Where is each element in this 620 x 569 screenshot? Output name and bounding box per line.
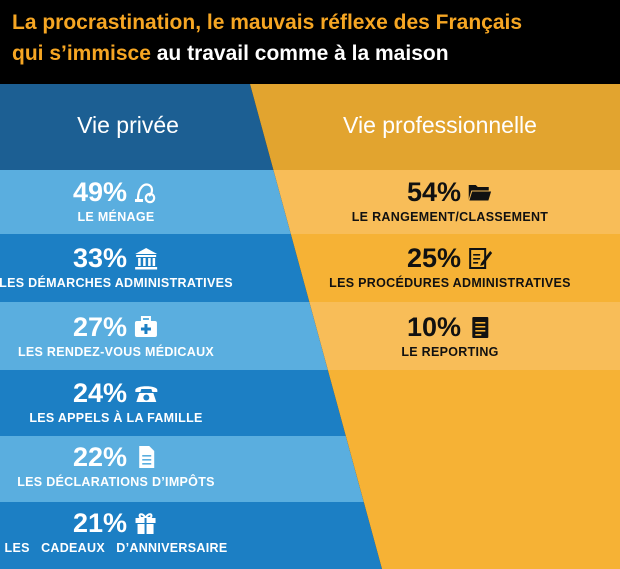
professional-item-3: 10% LE REPORTING xyxy=(401,312,498,359)
item-label: LES CADEAUX D’ANNIVERSAIRE xyxy=(4,541,228,555)
folder-icon xyxy=(467,179,493,205)
band-6-left xyxy=(0,502,382,569)
item-label: LES DÉCLARATIONS D’IMPÔTS xyxy=(17,475,215,489)
item-label: LE REPORTING xyxy=(401,345,499,359)
value-row: 10% xyxy=(401,312,498,342)
title-line-1: La procrastination, le mauvais réflexe d… xyxy=(12,11,523,34)
title-highlight: qui s’immisce xyxy=(12,42,151,65)
professional-item-1: 54% LE RANGEMENT/CLASSEMENT xyxy=(352,177,549,224)
header-band-right xyxy=(250,84,620,170)
band-5-right xyxy=(345,436,620,502)
value-row: 21% xyxy=(5,508,228,538)
bank-icon xyxy=(133,245,159,271)
right-column-title: Vie professionnelle xyxy=(343,112,537,138)
vacuum-icon xyxy=(133,179,159,205)
value-row: 25% xyxy=(329,243,571,273)
percentage-value: 25% xyxy=(406,243,462,273)
percentage-value: 24% xyxy=(72,378,128,408)
value-row: 27% xyxy=(18,312,214,342)
value-row: 22% xyxy=(17,442,215,472)
header-band-left xyxy=(0,84,274,170)
item-label: LES APPELS À LA FAMILLE xyxy=(29,411,203,425)
edit-form-icon xyxy=(467,245,493,271)
item-label: LE MÉNAGE xyxy=(77,210,155,224)
band-3-right xyxy=(309,302,620,370)
percentage-value: 22% xyxy=(72,442,128,472)
value-row: 49% xyxy=(73,177,159,207)
background-bands xyxy=(0,84,620,569)
item-label: LES DÉMARCHES ADMINISTRATIVES xyxy=(0,276,233,290)
item-label: LES PROCÉDURES ADMINISTRATIVES xyxy=(329,276,571,290)
band-4-right xyxy=(327,370,620,436)
band-3-left xyxy=(0,302,328,370)
percentage-value: 27% xyxy=(72,312,128,342)
private-item-5: 22% LES DÉCLARATIONS D’IMPÔTS xyxy=(17,442,215,489)
item-label: LES RENDEZ-VOUS MÉDICAUX xyxy=(17,345,215,359)
percentage-value: 21% xyxy=(72,508,128,538)
private-item-2: 33% LES DÉMARCHES ADMINISTRATIVES xyxy=(0,243,233,290)
percentage-value: 54% xyxy=(406,177,462,207)
header: La procrastination, le mauvais réflexe d… xyxy=(0,0,620,84)
value-row: 33% xyxy=(0,243,233,273)
band-5-left xyxy=(0,436,364,502)
private-item-4: 24% LES APPELS À LA FAMILLE xyxy=(29,378,202,425)
medical-kit-icon xyxy=(133,314,159,340)
percentage-value: 10% xyxy=(406,312,462,342)
band-1-left xyxy=(0,170,291,234)
report-icon xyxy=(467,314,493,340)
telephone-icon xyxy=(133,380,159,406)
percentage-value: 49% xyxy=(72,177,128,207)
private-item-1: 49% LE MÉNAGE xyxy=(73,177,159,224)
percentage-value: 33% xyxy=(72,243,128,273)
value-row: 54% xyxy=(352,177,549,207)
private-item-3: 27% LES RENDEZ-VOUS MÉDICAUX xyxy=(18,312,214,359)
band-2-right xyxy=(290,234,620,302)
band-1-right xyxy=(273,170,620,234)
left-column-title: Vie privée xyxy=(77,112,179,138)
item-label: LE RANGEMENT/CLASSEMENT xyxy=(351,210,549,224)
gift-icon xyxy=(133,510,159,536)
document-icon xyxy=(133,444,159,470)
title-line-2: qui s’immisce au travail comme à la mais… xyxy=(12,42,449,66)
band-6-right xyxy=(363,502,620,569)
value-row: 24% xyxy=(29,378,202,408)
private-item-6: 21% LES CADEAUX D’ANNIVERSAIRE xyxy=(5,508,228,555)
band-4-left xyxy=(0,370,346,436)
professional-item-2: 25% LES PROCÉDURES ADMINISTRATIVES xyxy=(329,243,571,290)
title-rest: au travail comme à la maison xyxy=(156,42,449,65)
